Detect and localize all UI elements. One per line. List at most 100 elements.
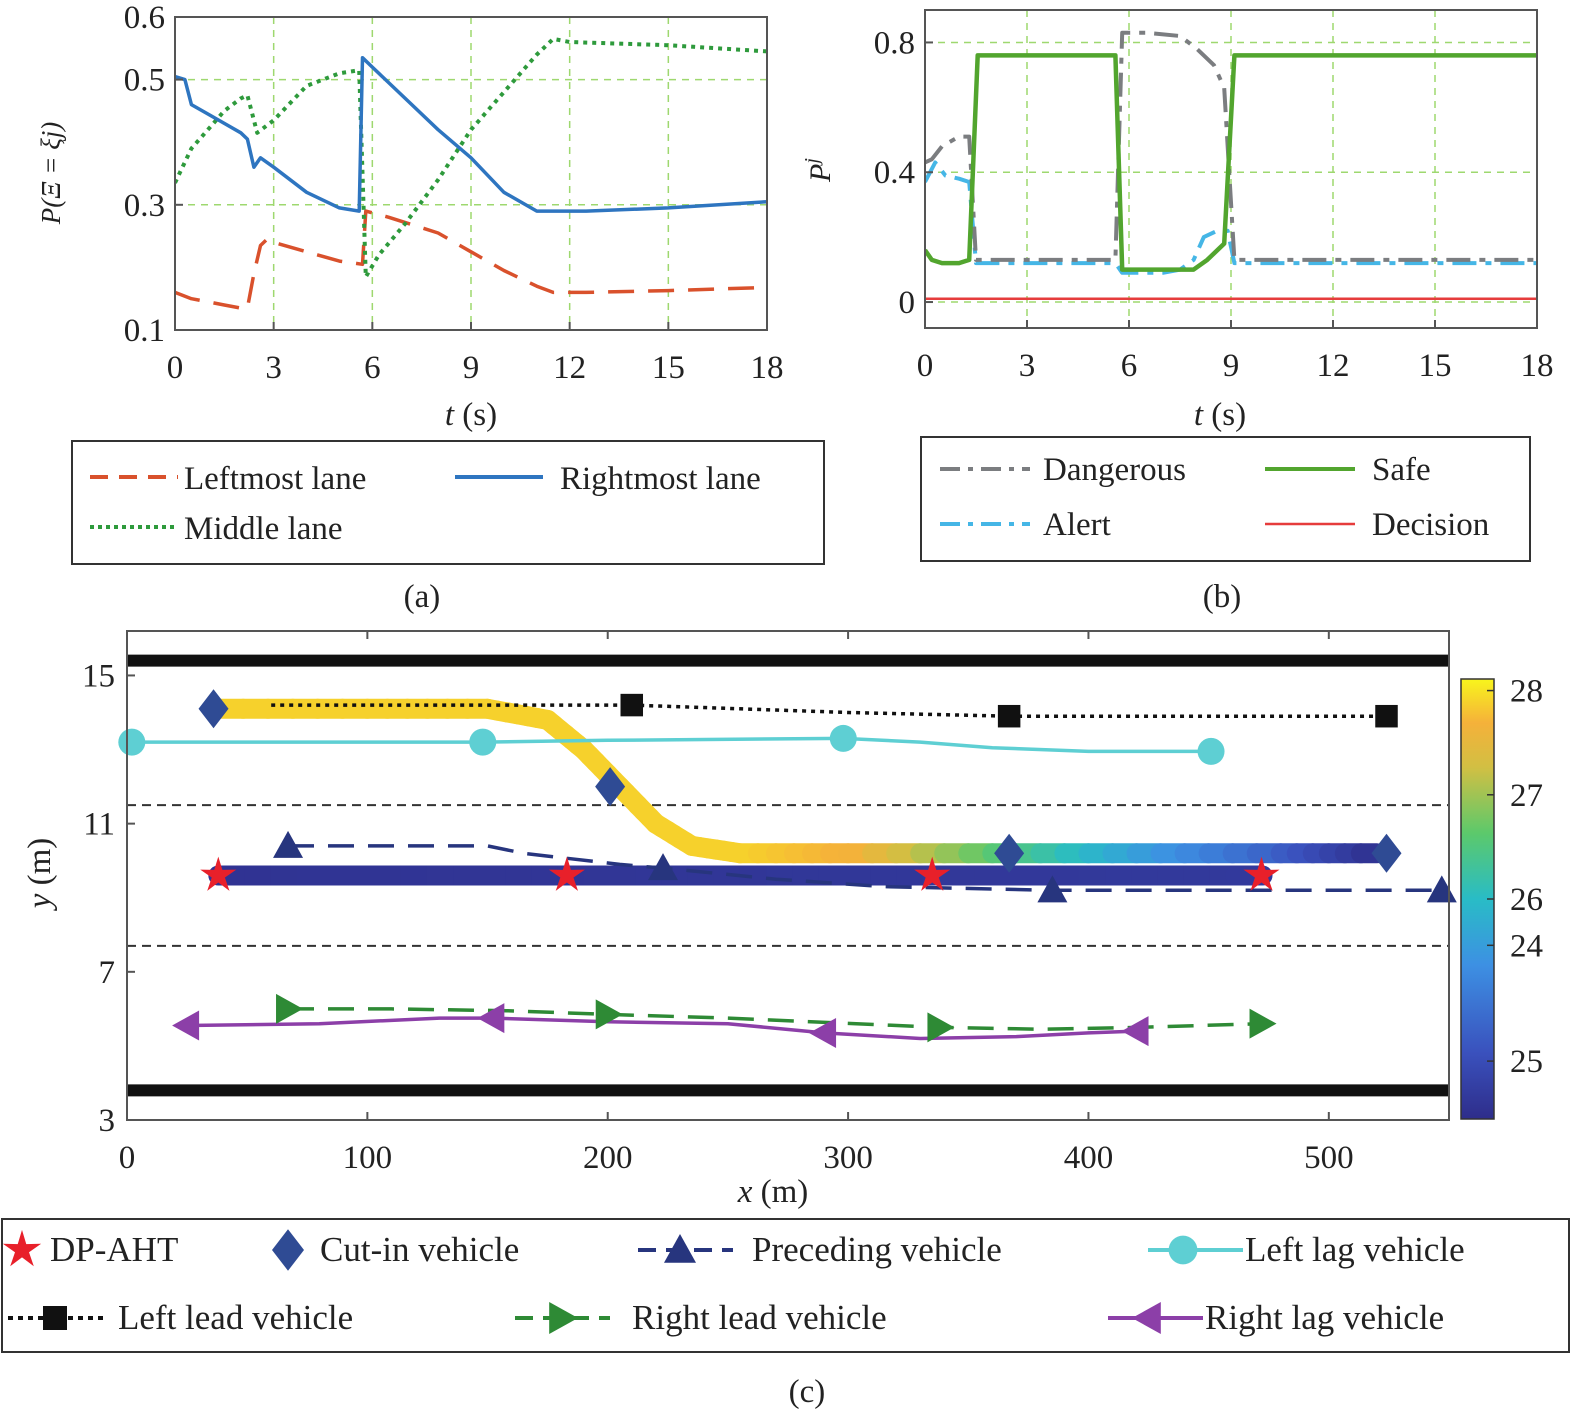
- series-line-rightmost-lane: [175, 55, 767, 213]
- series-marker-right-lag-vehicle: [1121, 1016, 1149, 1047]
- series-line-preceding-vehicle: [288, 844, 1442, 893]
- panel-c-caption: (c): [789, 1374, 826, 1410]
- legend-label-left-lag-vehicle: Left lag vehicle: [1245, 1230, 1465, 1269]
- series-marker-left-lead-vehicle: [997, 704, 1021, 728]
- series-marker-left-lag-vehicle: [469, 728, 497, 756]
- series-line-middle-lane: [175, 36, 767, 279]
- legend-label-preceding-vehicle: Preceding vehicle: [752, 1230, 1002, 1269]
- panel-a-y-tick-label: 0.1: [124, 313, 165, 349]
- legend-label-dp-aht: DP-AHT: [50, 1230, 178, 1269]
- panel-b-chart: 0 3 6 9 12 15 18 0 0.4 0.8 Pj t (s) Dangerous Safe…: [801, 9, 1554, 615]
- series-line-left-lead-vehicle: [271, 703, 1387, 718]
- panel-a-y-tick-label: 0.5: [124, 63, 165, 99]
- series-marker-right-lead-vehicle: [927, 1012, 955, 1043]
- panel-b-y-tick-label: 0.4: [874, 155, 915, 191]
- panel-c-x-tick-label: 300: [823, 1140, 873, 1176]
- colorbar-tick-label: 24: [1510, 928, 1543, 964]
- colorbar-tick-label: 25: [1510, 1044, 1543, 1080]
- legend-label-dangerous: Dangerous: [1043, 452, 1186, 488]
- panel-b-y-tick-label: 0: [899, 285, 916, 321]
- legend-label-decision: Decision: [1372, 507, 1489, 543]
- panel-a-x-tick-label: 9: [463, 350, 480, 386]
- legend-marker-left-lead-vehicle: [43, 1306, 67, 1330]
- series-marker-right-lead-vehicle: [1249, 1008, 1277, 1039]
- panel-b-series: [925, 30, 1537, 301]
- panel-c-ylabel: y (m): [22, 838, 58, 912]
- panel-b-x-tick-label: 0: [917, 348, 934, 384]
- panel-c-colorbar: 25 24 26 27 28: [1460, 674, 1543, 1120]
- panel-c-ticks: 0 100 200 300 400 500 3 7 11 15: [82, 631, 1354, 1176]
- panel-b-ylabel: Pj: [801, 158, 837, 183]
- series-line-alert: [925, 160, 1537, 275]
- panel-c-x-tick-label: 400: [1064, 1140, 1114, 1176]
- series-marker-right-lag-vehicle: [809, 1017, 837, 1048]
- legend-label-middle-lane: Middle lane: [184, 511, 343, 547]
- series-marker-dp-aht: [1243, 856, 1280, 891]
- panel-a-x-tick-label: 0: [167, 350, 184, 386]
- panel-b-caption: (b): [1203, 579, 1241, 615]
- legend-label-right-lead-vehicle: Right lead vehicle: [632, 1298, 887, 1337]
- panel-c-x-tick-label: 0: [119, 1140, 136, 1176]
- panel-b-x-tick-label: 15: [1419, 348, 1452, 384]
- panel-a-grid: [175, 17, 767, 330]
- series-line-left-lag-vehicle: [131, 736, 1211, 754]
- colorbar-tick-label: 28: [1510, 674, 1543, 710]
- panel-a-x-tick-label: 15: [652, 350, 685, 386]
- panel-c-y-tick-label: 15: [82, 658, 115, 694]
- panel-a-x-tick-label: 12: [553, 350, 586, 386]
- series-marker-cut-in-vehicle: [198, 689, 229, 729]
- panel-b-x-tick-label: 6: [1121, 348, 1138, 384]
- panel-c-road: [127, 654, 1449, 1097]
- panel-c-x-tick-label: 100: [343, 1140, 393, 1176]
- colorbar-tick-label: 27: [1510, 778, 1543, 814]
- panel-a-y-tick-label: 0.3: [124, 188, 165, 224]
- panel-c-y-tick-label: 7: [99, 955, 116, 991]
- series-marker-right-lead-vehicle: [595, 999, 623, 1030]
- panel-a-x-tick-label: 3: [265, 350, 282, 386]
- panel-c-y-tick-label: 11: [83, 807, 115, 843]
- series-marker-left-lead-vehicle: [1375, 704, 1398, 728]
- series-marker-preceding-vehicle: [1037, 875, 1068, 903]
- series-line-safe: [925, 53, 1537, 272]
- panel-a-ticks: 0 3 6 9 12 15 18 0.1 0.3 0.5 0.6: [124, 0, 784, 386]
- panel-c-paths: [208, 698, 1387, 886]
- series-marker-left-lag-vehicle: [829, 724, 857, 752]
- series-marker-cut-in-vehicle: [1371, 833, 1402, 873]
- legend-label-alert: Alert: [1043, 507, 1111, 543]
- panel-a-chart: 0 3 6 9 12 15 18 0.1 0.3 0.5 0.6 P(Ξ = ξj) t (s) L…: [36, 0, 825, 615]
- colorbar-tick-label: 26: [1510, 882, 1543, 918]
- series-marker-left-lag-vehicle: [1197, 737, 1225, 765]
- panel-a-caption: (a): [404, 579, 441, 615]
- panel-b-x-tick-label: 12: [1317, 348, 1350, 384]
- panel-b-xlabel: t (s): [1194, 397, 1246, 433]
- legend-marker-right-lead-vehicle: [549, 1302, 578, 1334]
- legend-label-cut-in-vehicle: Cut-in vehicle: [320, 1230, 519, 1269]
- panel-b-x-tick-label: 18: [1521, 348, 1554, 384]
- panel-a-x-tick-label: 6: [364, 350, 381, 386]
- series-line-right-lead-vehicle: [288, 1007, 1262, 1031]
- legend-label-leftmost-lane: Leftmost lane: [184, 461, 366, 497]
- panel-b-x-tick-label: 9: [1223, 348, 1240, 384]
- panel-a-series: [175, 36, 767, 310]
- panel-a-y-tick-label: 0.6: [124, 0, 165, 36]
- series-marker-right-lag-vehicle: [172, 1010, 200, 1041]
- legend-label-left-lead-vehicle: Left lead vehicle: [118, 1298, 353, 1337]
- legend-marker-left-lag-vehicle: [1168, 1235, 1198, 1265]
- panel-b-ticks: 0 3 6 9 12 15 18 0 0.4 0.8: [874, 25, 1554, 384]
- series-marker-cut-in-vehicle: [994, 833, 1025, 873]
- legend-label-right-lag-vehicle: Right lag vehicle: [1205, 1298, 1444, 1337]
- series-marker-right-lead-vehicle: [276, 993, 304, 1024]
- legend-marker-right-lag-vehicle: [1132, 1302, 1161, 1334]
- series-marker-dp-aht: [548, 856, 585, 891]
- panel-c-frame: [126, 630, 1450, 1121]
- panel-c-series: [118, 689, 1457, 1048]
- panel-a-x-tick-label: 18: [751, 350, 784, 386]
- panel-a-xlabel: t (s): [445, 397, 497, 433]
- legend-marker-cut-in-vehicle: [272, 1229, 304, 1271]
- legend-marker-dp-aht: [2, 1229, 42, 1267]
- legend-label-safe: Safe: [1372, 452, 1431, 488]
- panel-b-y-tick-label: 0.8: [874, 25, 915, 61]
- series-marker-dp-aht: [914, 856, 951, 891]
